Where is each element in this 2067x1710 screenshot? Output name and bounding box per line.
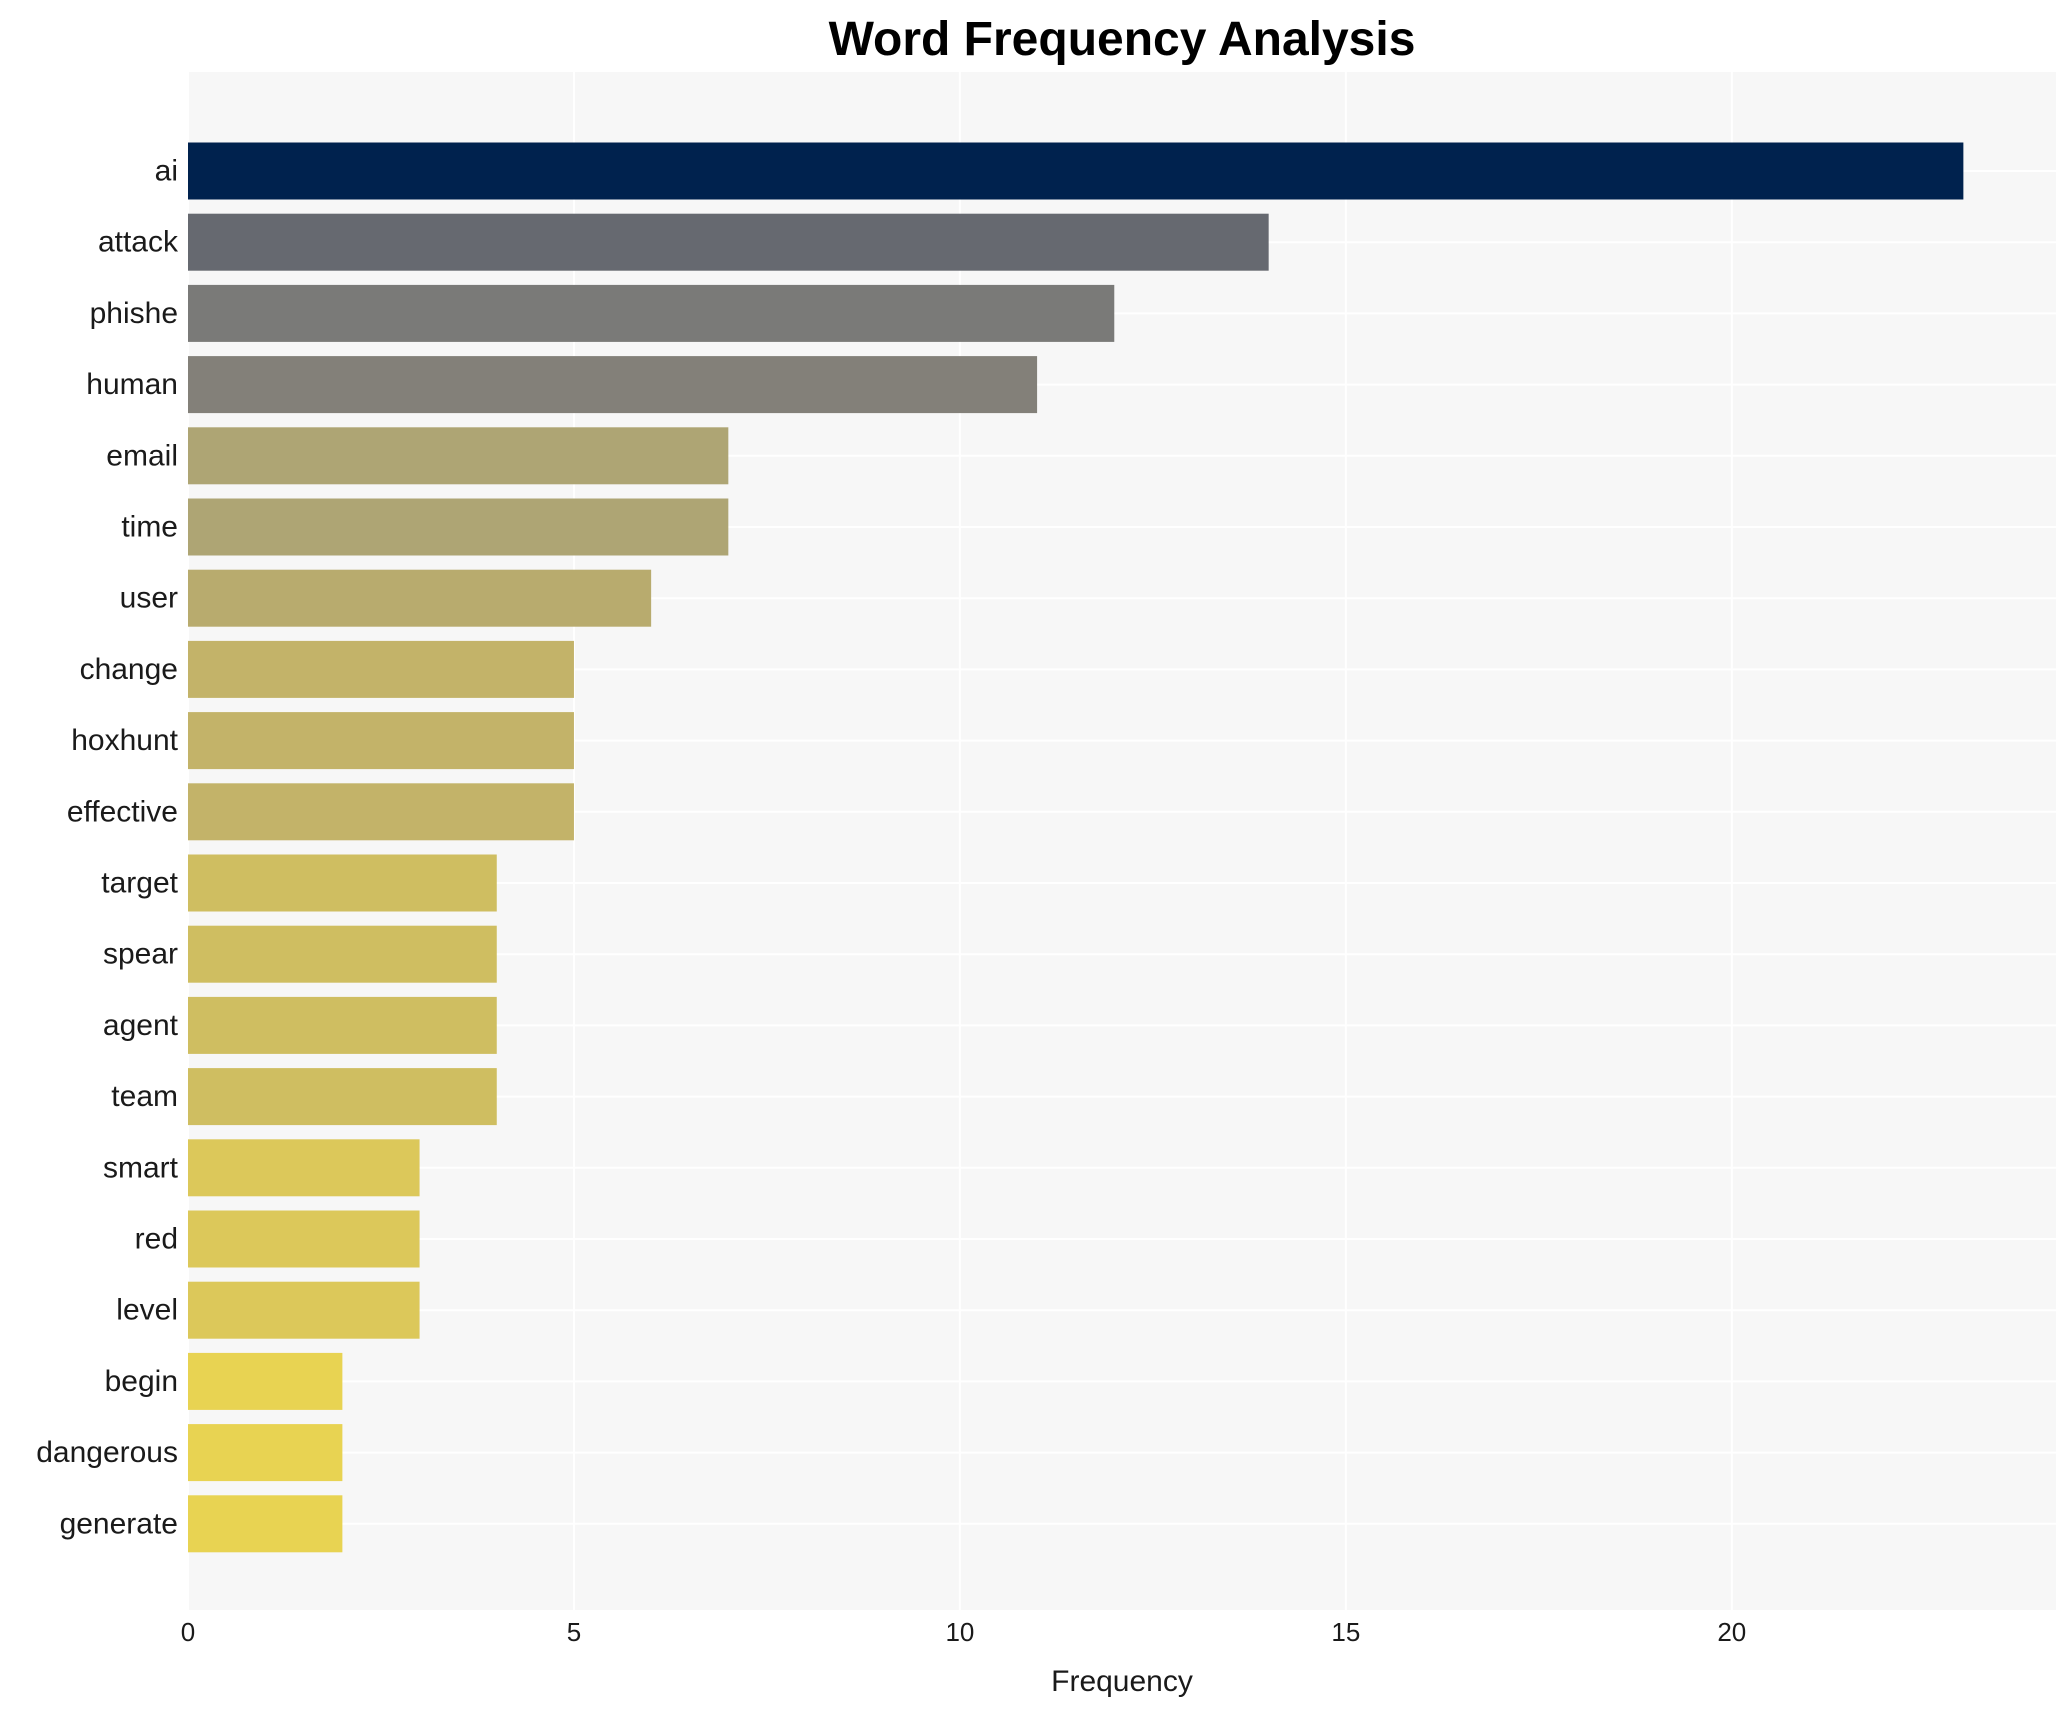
y-tick-label: attack <box>98 226 179 259</box>
y-tick-label: dangerous <box>36 1436 178 1469</box>
y-tick-label: hoxhunt <box>71 724 178 757</box>
bar-effective <box>188 783 574 841</box>
x-tick-label: 0 <box>181 1617 195 1647</box>
bar-dangerous <box>188 1424 343 1482</box>
bar-begin <box>188 1352 343 1410</box>
y-tick-label: phishe <box>90 297 178 330</box>
y-tick-label: generate <box>60 1507 178 1540</box>
y-tick-label: smart <box>103 1151 179 1184</box>
y-tick-label: red <box>135 1223 178 1256</box>
y-tick-label: agent <box>103 1009 179 1042</box>
x-tick-label: 15 <box>1331 1617 1360 1647</box>
bars <box>188 142 1964 1553</box>
y-tick-label: spear <box>103 938 178 971</box>
y-tick-label: begin <box>105 1365 178 1398</box>
y-tick-label: human <box>86 368 178 401</box>
x-tick-label: 5 <box>567 1617 581 1647</box>
y-tick-label: email <box>106 439 178 472</box>
y-tick-label: user <box>120 582 178 615</box>
bar-red <box>188 1210 420 1268</box>
y-tick-label: ai <box>155 155 178 188</box>
bar-time <box>188 498 729 556</box>
bar-human <box>188 356 1038 414</box>
bar-agent <box>188 996 497 1054</box>
x-tick-label: 20 <box>1717 1617 1746 1647</box>
y-tick-label: team <box>111 1080 178 1113</box>
bar-target <box>188 854 497 912</box>
bar-phishe <box>188 284 1115 342</box>
y-tick-label: level <box>116 1294 178 1327</box>
chart-title: Word Frequency Analysis <box>828 13 1416 66</box>
bar-hoxhunt <box>188 712 574 770</box>
x-tick-label: 10 <box>945 1617 974 1647</box>
y-tick-label: effective <box>67 795 178 828</box>
y-tick-label: time <box>121 511 178 544</box>
bar-ai <box>188 142 1964 200</box>
y-tick-labels: ai attack phishe human email time user change ho… <box>36 155 179 1541</box>
bar-smart <box>188 1139 420 1197</box>
bar-attack <box>188 213 1269 271</box>
bar-generate <box>188 1495 343 1553</box>
y-tick-label: change <box>80 653 178 686</box>
bar-user <box>188 569 652 627</box>
bar-change <box>188 640 574 698</box>
bar-team <box>188 1068 497 1126</box>
x-axis-label: Frequency <box>1051 1665 1193 1698</box>
bar-spear <box>188 925 497 983</box>
x-tick-labels: 0 5 10 15 20 <box>181 1617 1746 1647</box>
bar-level <box>188 1281 420 1339</box>
bar-email <box>188 427 729 485</box>
y-tick-label: target <box>101 867 178 900</box>
